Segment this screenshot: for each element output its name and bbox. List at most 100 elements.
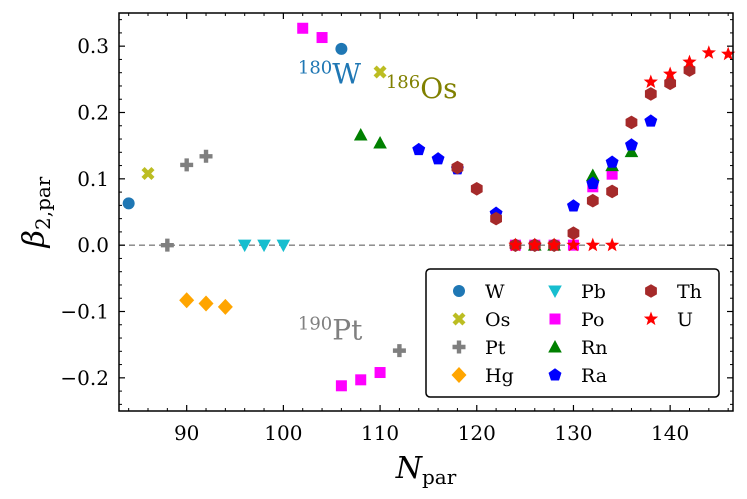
legend-box [425, 268, 720, 398]
legend-label: W [485, 281, 505, 303]
legend-marker-pb [548, 285, 562, 298]
data-point-u [508, 237, 523, 252]
data-point-pt [160, 238, 174, 252]
annotation-w180: 180W [298, 57, 361, 90]
data-point-ra [625, 138, 638, 151]
data-point-po [374, 367, 386, 379]
data-point-ra [566, 199, 580, 212]
data-point-hg [198, 295, 214, 312]
legend-marker-po [549, 313, 561, 325]
data-point-po [606, 168, 618, 180]
data-point-u [663, 66, 678, 81]
data-point-pb [276, 239, 291, 253]
data-point-po [335, 380, 347, 392]
data-point-pb [237, 239, 252, 253]
legend-label: Os [485, 309, 510, 331]
data-point-po [355, 374, 367, 386]
data-point-w [335, 42, 348, 55]
data-point-u [566, 237, 581, 252]
x-tick-label: 140 [651, 421, 689, 445]
data-point-th [470, 181, 483, 196]
data-point-rn [585, 168, 600, 182]
data-point-th [586, 193, 599, 208]
series-th [451, 63, 696, 252]
data-point-pt [392, 344, 406, 358]
legend-marker-pt [452, 340, 466, 354]
legend-item-po: Po [549, 309, 604, 331]
data-point-pt [199, 149, 213, 163]
annotation-pt190: 190Pt [298, 313, 363, 346]
y-tick-label: −0.1 [60, 300, 109, 324]
data-point-po [297, 22, 309, 34]
data-point-os [141, 167, 155, 181]
legend-item-pb: Pb [548, 281, 606, 303]
series-w [122, 42, 348, 210]
y-tick-label: 0.3 [77, 34, 109, 58]
data-point-th [625, 115, 638, 130]
y-tick-label: 0.1 [77, 167, 109, 191]
data-point-ra [412, 142, 426, 156]
y-axis-label: β2,par [17, 176, 55, 248]
data-point-th [490, 211, 502, 226]
legend-marker-rn [548, 340, 562, 353]
legend-item-ra: Ra [548, 365, 607, 387]
legend-item-pt: Pt [452, 337, 506, 359]
data-point-po [316, 32, 328, 44]
series-os [141, 65, 387, 181]
plot-frame [118, 12, 734, 412]
data-point-u [605, 237, 620, 252]
data-point-th [606, 184, 619, 199]
legend-item-th: Th [645, 281, 702, 303]
legend-item-hg: Hg [451, 365, 514, 387]
x-tick-label: 100 [264, 421, 302, 445]
data-point-os [373, 65, 387, 79]
data-point-ra [431, 152, 445, 165]
data-point-pt [180, 158, 194, 172]
data-point-pb [257, 239, 271, 253]
data-point-ra [586, 176, 600, 189]
series-hg [179, 292, 233, 315]
series-ra [412, 114, 658, 251]
legend-label: Pb [581, 281, 606, 303]
legend-marker-hg [451, 367, 467, 383]
data-point-th [451, 160, 464, 175]
data-point-ra [644, 114, 658, 127]
x-axis-label: Npar [395, 451, 457, 489]
legend-label: Po [581, 309, 604, 331]
y-tick-label: −0.2 [60, 366, 109, 390]
data-point-u [527, 237, 542, 252]
data-point-th [567, 226, 580, 241]
data-point-u [721, 46, 736, 61]
legend-label: Hg [485, 365, 514, 387]
isotope-annotations: 180W 186Os 190Pt [298, 57, 458, 346]
legend-label: Pt [485, 337, 506, 359]
legend-marker-os [452, 312, 466, 326]
data-point-rn [373, 136, 387, 149]
data-point-u [585, 237, 600, 252]
legend-label: U [677, 309, 693, 331]
legend-label: Th [677, 281, 702, 303]
legend-item-u: U [643, 309, 693, 331]
legend-marker-u [643, 311, 659, 326]
legend-marker-th [645, 284, 657, 298]
series-u [508, 45, 736, 252]
data-point-ra [605, 155, 619, 168]
legend-marker-w [453, 285, 465, 297]
x-tick-label: 130 [554, 421, 592, 445]
data-point-th [683, 63, 696, 77]
legend: W Os Pt Hg Pb Po Rn Ra Th U [425, 268, 720, 398]
data-point-rn [353, 128, 368, 141]
axis-ticks: 90 100 110 120 130 140 −0.2 −0.1 0.0 0.1 0.2 0.3 [60, 13, 733, 445]
data-point-hg [179, 292, 195, 309]
data-point-rn [624, 144, 639, 158]
data-point-u [546, 237, 562, 252]
series-pt [160, 149, 406, 358]
legend-item-os: Os [452, 309, 510, 331]
legend-item-w: W [453, 281, 505, 303]
x-tick-label: 110 [361, 421, 399, 445]
series-pb [237, 239, 291, 253]
legend-label: Ra [581, 365, 607, 387]
data-point-u [682, 54, 697, 69]
data-points-layer [122, 22, 736, 392]
